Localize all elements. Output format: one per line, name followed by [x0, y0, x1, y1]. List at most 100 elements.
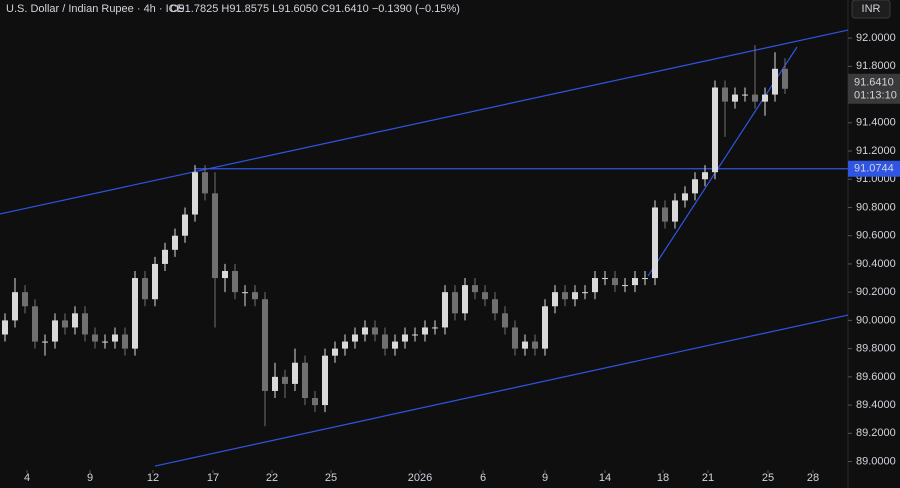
candle-body — [62, 320, 68, 328]
candle-body — [302, 362, 308, 399]
currency-label[interactable]: INR — [862, 3, 881, 15]
candle-body — [652, 207, 658, 279]
candle-body — [692, 179, 698, 194]
candle-body — [502, 313, 508, 328]
candle-body — [762, 94, 768, 102]
x-tick-label: 14 — [599, 472, 611, 484]
x-tick-label: 21 — [702, 472, 714, 484]
candle-body — [252, 292, 258, 300]
x-tick-label: 18 — [657, 472, 669, 484]
x-tick-label: 9 — [542, 472, 548, 484]
candle-body — [432, 327, 438, 329]
y-tick-label: 91.2000 — [856, 145, 896, 157]
candle-body — [82, 313, 88, 335]
candle-body — [72, 313, 78, 328]
candle-body — [392, 341, 398, 349]
candle-body — [322, 355, 328, 406]
x-tick-label: 9 — [87, 472, 93, 484]
candle-body — [32, 306, 38, 342]
y-tick-label: 90.8000 — [856, 201, 896, 213]
candle-body — [482, 292, 488, 300]
y-tick-label: 91.8000 — [856, 60, 896, 72]
currency-button[interactable] — [851, 0, 891, 19]
candle-body — [122, 334, 128, 349]
candle-body — [212, 193, 218, 279]
candle-body — [222, 270, 228, 279]
y-tick-label: 89.2000 — [856, 427, 896, 439]
candle-body — [422, 327, 428, 335]
candle-body — [522, 341, 528, 349]
candle-body — [12, 292, 18, 321]
candle-body — [742, 94, 748, 96]
x-tick-label: 22 — [266, 472, 278, 484]
candle-body — [352, 334, 358, 342]
x-tick-label: 28 — [807, 472, 819, 484]
candle-body — [312, 398, 318, 406]
candle-body — [662, 207, 668, 222]
candle-body — [272, 376, 278, 391]
candle-body — [152, 263, 158, 300]
x-tick-label: 2026 — [408, 472, 432, 484]
candle-body — [262, 299, 268, 391]
chart-title: U.S. Dollar / Indian Rupee · 4h · ICE — [6, 3, 184, 15]
y-tick-label: 89.6000 — [856, 371, 896, 383]
trend-line — [154, 314, 849, 467]
candle-body — [132, 278, 138, 349]
y-tick-label: 90.4000 — [856, 258, 896, 270]
y-tick-label: 90.2000 — [856, 286, 896, 298]
candle-body — [202, 172, 208, 194]
candle-body — [712, 87, 718, 173]
candle-body — [462, 285, 468, 314]
candle-body — [582, 292, 588, 294]
candle-body — [512, 327, 518, 349]
level-price-label: 91.0744 — [854, 163, 894, 175]
x-tick-label: 12 — [147, 472, 159, 484]
ohlc-text: O91.7825 H91.8575 L91.6050 C91.6410 −0.1… — [170, 3, 460, 15]
candle-body — [622, 285, 628, 287]
candle-body — [362, 327, 368, 335]
candle-body — [42, 341, 48, 343]
last-price-tag — [848, 73, 900, 104]
candle-body — [562, 292, 568, 300]
y-tick-label: 91.4000 — [856, 117, 896, 129]
y-tick-label: 92.0000 — [856, 32, 896, 44]
x-tick-label: 4 — [24, 472, 30, 484]
candle-body — [402, 334, 408, 342]
candle-body — [382, 334, 388, 349]
candle-body — [92, 334, 98, 342]
candle-body — [172, 235, 178, 250]
y-tick-label: 89.4000 — [856, 399, 896, 411]
candle-body — [162, 249, 168, 264]
candle-body — [602, 278, 608, 280]
candle-body — [192, 172, 198, 215]
countdown-label: 01:13:10 — [854, 90, 897, 102]
candle-body — [412, 334, 418, 336]
x-tick-label: 6 — [480, 472, 486, 484]
trend-line — [0, 29, 849, 215]
candle-body — [612, 278, 618, 286]
candle-body — [332, 348, 338, 356]
y-tick-label: 90.6000 — [856, 230, 896, 242]
candle-body — [532, 341, 538, 349]
candle-body — [442, 292, 448, 328]
y-tick-label: 89.8000 — [856, 343, 896, 355]
candle-body — [752, 94, 758, 102]
candle-body — [642, 278, 648, 280]
candle-body — [292, 362, 298, 384]
last-price-label: 91.6410 — [854, 77, 894, 89]
candle-body — [452, 292, 458, 314]
candle-body — [732, 94, 738, 102]
candle-body — [22, 292, 28, 307]
candle-body — [682, 193, 688, 201]
candle-body — [542, 306, 548, 349]
candle-body — [242, 292, 248, 294]
candle-body — [232, 270, 238, 293]
level-price-tag — [848, 160, 900, 177]
candle-body — [282, 376, 288, 384]
candle-body — [572, 292, 578, 300]
candle-body — [672, 200, 678, 222]
candle-body — [2, 320, 8, 335]
candle-body — [52, 320, 58, 342]
